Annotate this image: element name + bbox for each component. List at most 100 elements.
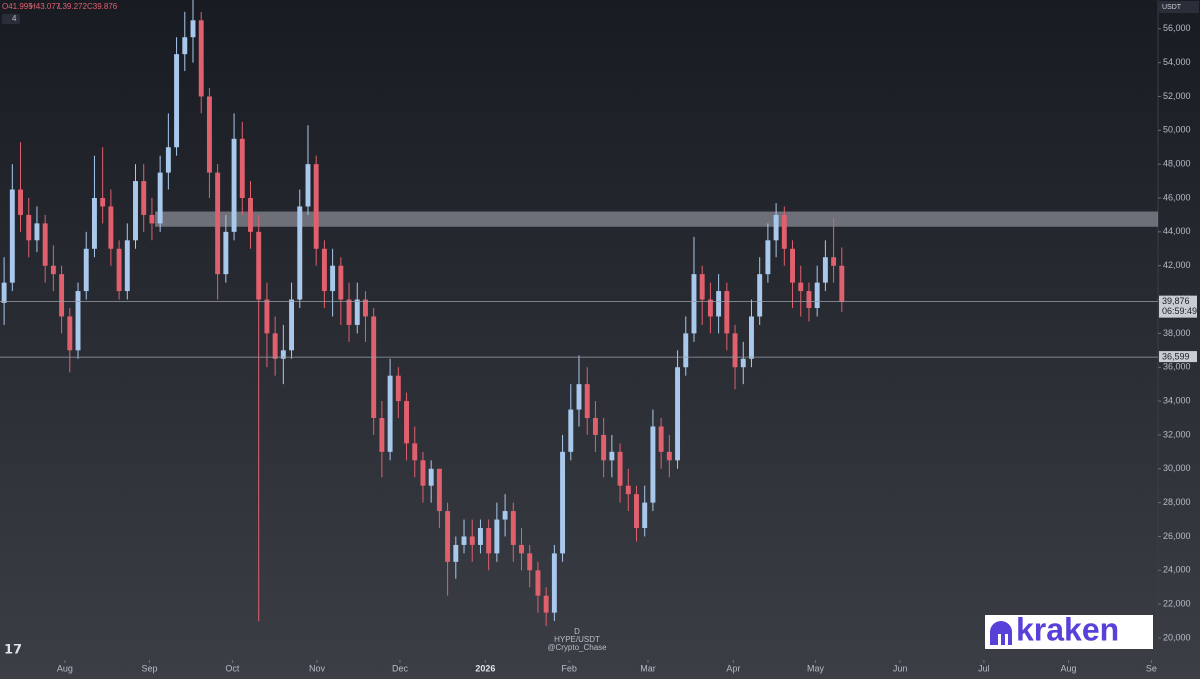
candle-body <box>149 214 155 224</box>
y-tick-label: 28,000 <box>1163 497 1191 507</box>
candle-body <box>305 164 311 207</box>
candle-body <box>592 418 598 435</box>
candle-body <box>806 291 812 308</box>
currency[interactable]: USDT <box>1162 4 1182 11</box>
candle-body <box>371 316 377 418</box>
candle-body <box>486 528 492 554</box>
candle-body <box>289 299 295 351</box>
candle-body <box>223 231 229 275</box>
x-tick-label: 2026 <box>475 663 495 673</box>
ohlc-open: O41.995 <box>2 2 33 11</box>
ohlc-close: C39.876 <box>87 2 118 11</box>
y-tick-label: 24,000 <box>1163 565 1191 575</box>
header: O41.995 H43.077 L39.272 C39.876 4 USDT <box>2 1 1199 24</box>
symbol: HYPE/USDT <box>554 635 600 644</box>
currency-box[interactable] <box>1159 1 1199 13</box>
candle-body <box>576 384 582 410</box>
candle-body <box>215 172 221 275</box>
candle-body <box>510 511 516 545</box>
candle-body <box>133 181 138 241</box>
candle-body <box>453 544 459 562</box>
y-tick-label: 48,000 <box>1163 159 1191 169</box>
candle-body <box>34 223 40 241</box>
candle-body <box>445 511 451 562</box>
candle-body <box>272 333 278 359</box>
candle-body <box>749 316 754 359</box>
candle-body <box>675 367 681 461</box>
candle-body <box>691 274 697 334</box>
candle-body <box>560 451 566 554</box>
candle-body <box>494 519 500 554</box>
candle-body <box>822 257 828 283</box>
candle-body <box>839 265 845 302</box>
candle-body <box>634 494 639 528</box>
candle-body <box>26 214 32 241</box>
candle-body <box>198 20 204 97</box>
candle-body <box>354 299 360 325</box>
y-tick-label: 36,000 <box>1163 362 1191 372</box>
candle-body <box>543 595 549 613</box>
candle-body <box>436 468 442 512</box>
candle-body <box>165 147 171 173</box>
candle-body <box>264 299 270 334</box>
candle-body <box>141 181 147 215</box>
candle-body <box>313 164 319 249</box>
candle-body <box>551 553 557 613</box>
interval: D <box>574 627 580 636</box>
candle-body <box>601 434 607 461</box>
y-tick-label: 44,000 <box>1163 226 1191 236</box>
candle-body <box>502 511 508 520</box>
candle-body <box>9 189 15 283</box>
x-tick-label: Feb <box>561 663 577 673</box>
candle-body <box>75 291 81 351</box>
y-tick-label: 32,000 <box>1163 429 1191 439</box>
y-tick-label: 46,000 <box>1163 192 1191 202</box>
indicator-toggle[interactable] <box>2 14 20 24</box>
y-tick-label: 56,000 <box>1163 23 1191 33</box>
x-tick-label: May <box>807 663 825 673</box>
candle-body <box>1 282 7 303</box>
y-tick-label: 22,000 <box>1163 599 1191 609</box>
candle-body <box>831 257 837 266</box>
candle-body <box>724 291 730 334</box>
candle-body <box>707 299 713 317</box>
candle-body <box>157 172 163 224</box>
brand-icon <box>990 621 1012 645</box>
candle-body <box>617 451 623 486</box>
candle-body <box>124 240 130 292</box>
candle-body <box>116 248 122 292</box>
candle-body <box>568 409 574 452</box>
candle-body <box>248 198 253 232</box>
price-label: 39,876 <box>1162 296 1190 306</box>
candle-body <box>256 231 262 300</box>
platform-logo: 𝟭𝟳 <box>4 641 22 656</box>
y-tick-label: 30,000 <box>1163 463 1191 473</box>
candle-body <box>280 350 286 359</box>
indicator-count[interactable]: 4 <box>12 14 17 23</box>
candle-body <box>740 358 746 368</box>
x-tick-label: Aug <box>1060 663 1076 673</box>
x-tick-label: Jun <box>893 663 908 673</box>
y-tick-label: 20,000 <box>1163 632 1191 642</box>
candle-body <box>625 485 631 495</box>
candle-body <box>379 418 385 452</box>
brand-name: kraken <box>1016 611 1119 647</box>
resistance-zone <box>155 211 1158 227</box>
x-tick-label: Dec <box>392 663 409 673</box>
y-tick-label: 54,000 <box>1163 57 1191 67</box>
candle-body <box>527 553 533 571</box>
candle-body <box>790 248 795 283</box>
watermark: D HYPE/USDT @Crypto_Chase <box>547 627 607 652</box>
candle-body <box>42 223 48 266</box>
candle-body <box>346 299 352 325</box>
candle-body <box>182 37 188 55</box>
candle-body <box>67 316 73 351</box>
candle-body <box>609 451 615 461</box>
candle-body <box>338 265 344 300</box>
author: @Crypto_Chase <box>547 643 607 652</box>
price-label: 36,599 <box>1162 351 1190 361</box>
candle-body <box>535 570 541 596</box>
candle-body <box>798 282 804 292</box>
